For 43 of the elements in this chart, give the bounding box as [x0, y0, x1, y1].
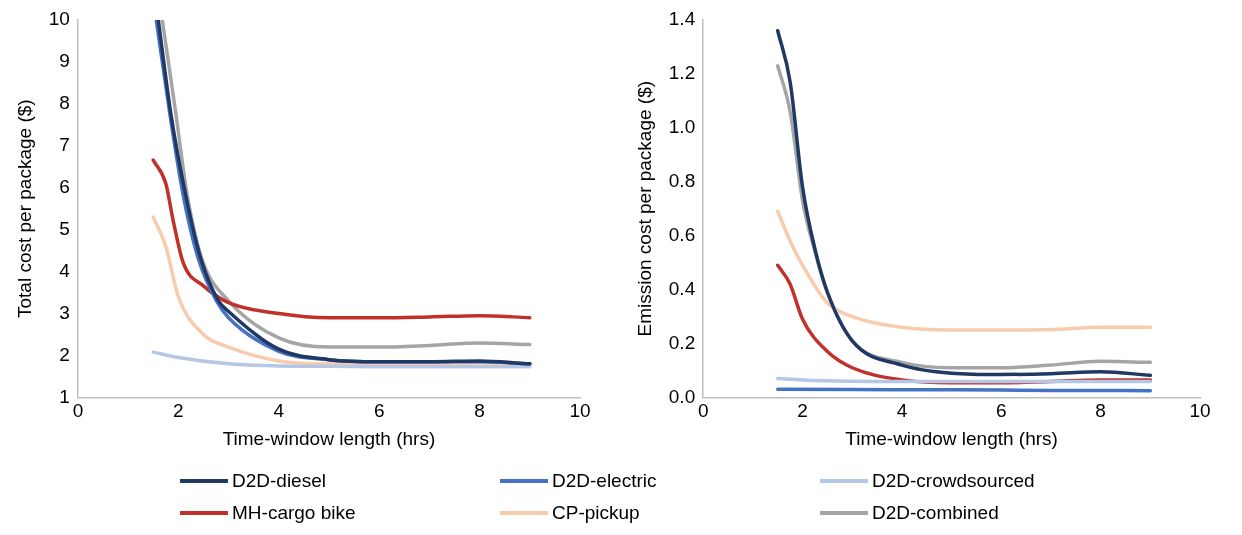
y-axis-title: Emission cost per package ($): [633, 80, 655, 337]
x-tick-label: 0: [697, 400, 709, 422]
y-tick-label: 0.2: [668, 331, 696, 353]
y-tick-label: 1.2: [668, 62, 696, 84]
legend-label: MH-cargo bike: [232, 502, 356, 524]
y-tick-label: 0.6: [668, 223, 696, 245]
y-tick-label: 7: [59, 134, 70, 156]
y-tick-label: 0.0: [668, 385, 696, 407]
y-tick-label: 2: [59, 343, 70, 365]
x-tick-label: 4: [896, 400, 908, 422]
x-tick-label: 2: [173, 400, 184, 422]
y-tick-label: 0.8: [668, 169, 696, 191]
y-tick-label: 4: [59, 259, 71, 281]
legend-label: D2D-crowdsourced: [872, 470, 1035, 492]
x-tick-label: 2: [797, 400, 808, 422]
line-series: [151, 158, 532, 320]
x-tick-label: 6: [373, 400, 385, 422]
x-tick-label: 8: [1095, 400, 1106, 422]
y-tick-label: 6: [59, 175, 70, 197]
y-tick-label: 1.4: [668, 8, 696, 30]
x-axis-title: Time-window length (hrs): [222, 427, 436, 449]
y-tick-label: 1.0: [668, 116, 696, 138]
y-tick-label: 9: [59, 50, 70, 72]
x-tick-label: 4: [273, 400, 285, 422]
legend-label: CP-pickup: [552, 502, 640, 524]
y-tick-label: 0.4: [668, 277, 696, 299]
legend-label: D2D-electric: [552, 470, 657, 492]
x-tick-label: 10: [1189, 400, 1211, 422]
y-tick-label: 10: [48, 8, 70, 30]
x-tick-label: 8: [474, 400, 485, 422]
legend-label: D2D-diesel: [232, 470, 326, 492]
y-tick-label: 3: [59, 301, 70, 323]
line-series: [151, 350, 532, 369]
y-axis-title: Total cost per package ($): [13, 99, 35, 319]
y-tick-label: 8: [59, 92, 70, 114]
y-tick-label: 1: [59, 385, 70, 407]
line-series: [775, 209, 1153, 332]
x-tick-label: 6: [996, 400, 1007, 422]
y-tick-label: 5: [59, 217, 70, 239]
legend-label: D2D-combined: [872, 502, 999, 524]
x-tick-label: 0: [72, 400, 84, 422]
x-tick-label: 10: [569, 400, 591, 422]
x-axis-title: Time-window length (hrs): [845, 427, 1058, 449]
